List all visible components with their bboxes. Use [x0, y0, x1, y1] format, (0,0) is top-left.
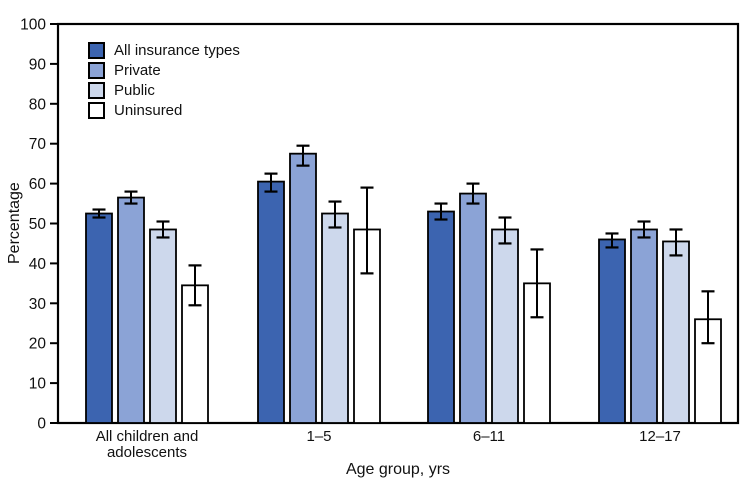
x-tick-label: 6–11 — [472, 428, 506, 445]
y-tick-label: 30 — [29, 296, 47, 313]
y-tick-label: 20 — [29, 336, 47, 353]
x-tick-label: 12–17 — [639, 428, 681, 445]
legend-item: Uninsured — [88, 102, 240, 119]
legend-label: Public — [114, 82, 155, 99]
bar-s0-g2 — [427, 210, 455, 424]
bar-s0-g3 — [598, 238, 626, 424]
bar-s0-g0 — [85, 212, 113, 424]
y-axis-title: Percentage — [6, 182, 23, 265]
y-tick-label: 100 — [20, 17, 46, 34]
legend-item: Private — [88, 62, 240, 79]
bar-s2-g3 — [662, 240, 690, 424]
x-axis-title: Age group, yrs — [345, 461, 451, 478]
legend-swatch-icon — [88, 42, 105, 59]
legend-swatch-icon — [88, 102, 105, 119]
y-tick-label: 90 — [29, 56, 47, 73]
legend-label: Uninsured — [114, 102, 183, 119]
y-tick-label: 40 — [29, 256, 47, 273]
x-tick-label: All children and adolescents — [95, 428, 199, 461]
bar-s1-g3 — [630, 228, 658, 424]
bar-s1-g0 — [117, 196, 145, 424]
legend-item: Public — [88, 82, 240, 99]
bar-s0-g1 — [257, 180, 285, 424]
legend: All insurance types Private Public Uninsure… — [88, 42, 240, 119]
y-tick-label: 60 — [29, 176, 47, 193]
y-tick-label: 50 — [29, 216, 47, 233]
bar-s2-g0 — [149, 228, 177, 424]
bar-s2-g2 — [491, 228, 519, 424]
bar-s2-g1 — [321, 212, 349, 424]
y-tick-label: 10 — [29, 376, 47, 393]
y-tick-label: 0 — [37, 416, 46, 433]
legend-label: Private — [114, 62, 161, 79]
legend-label: All insurance types — [114, 42, 240, 59]
bar-s1-g1 — [289, 152, 317, 424]
legend-item: All insurance types — [88, 42, 240, 59]
y-tick-label: 70 — [29, 136, 47, 153]
legend-swatch-icon — [88, 62, 105, 79]
legend-swatch-icon — [88, 82, 105, 99]
x-tick-label: 1–5 — [306, 428, 332, 445]
y-tick-label: 80 — [29, 96, 47, 113]
bar-s1-g2 — [459, 192, 487, 424]
